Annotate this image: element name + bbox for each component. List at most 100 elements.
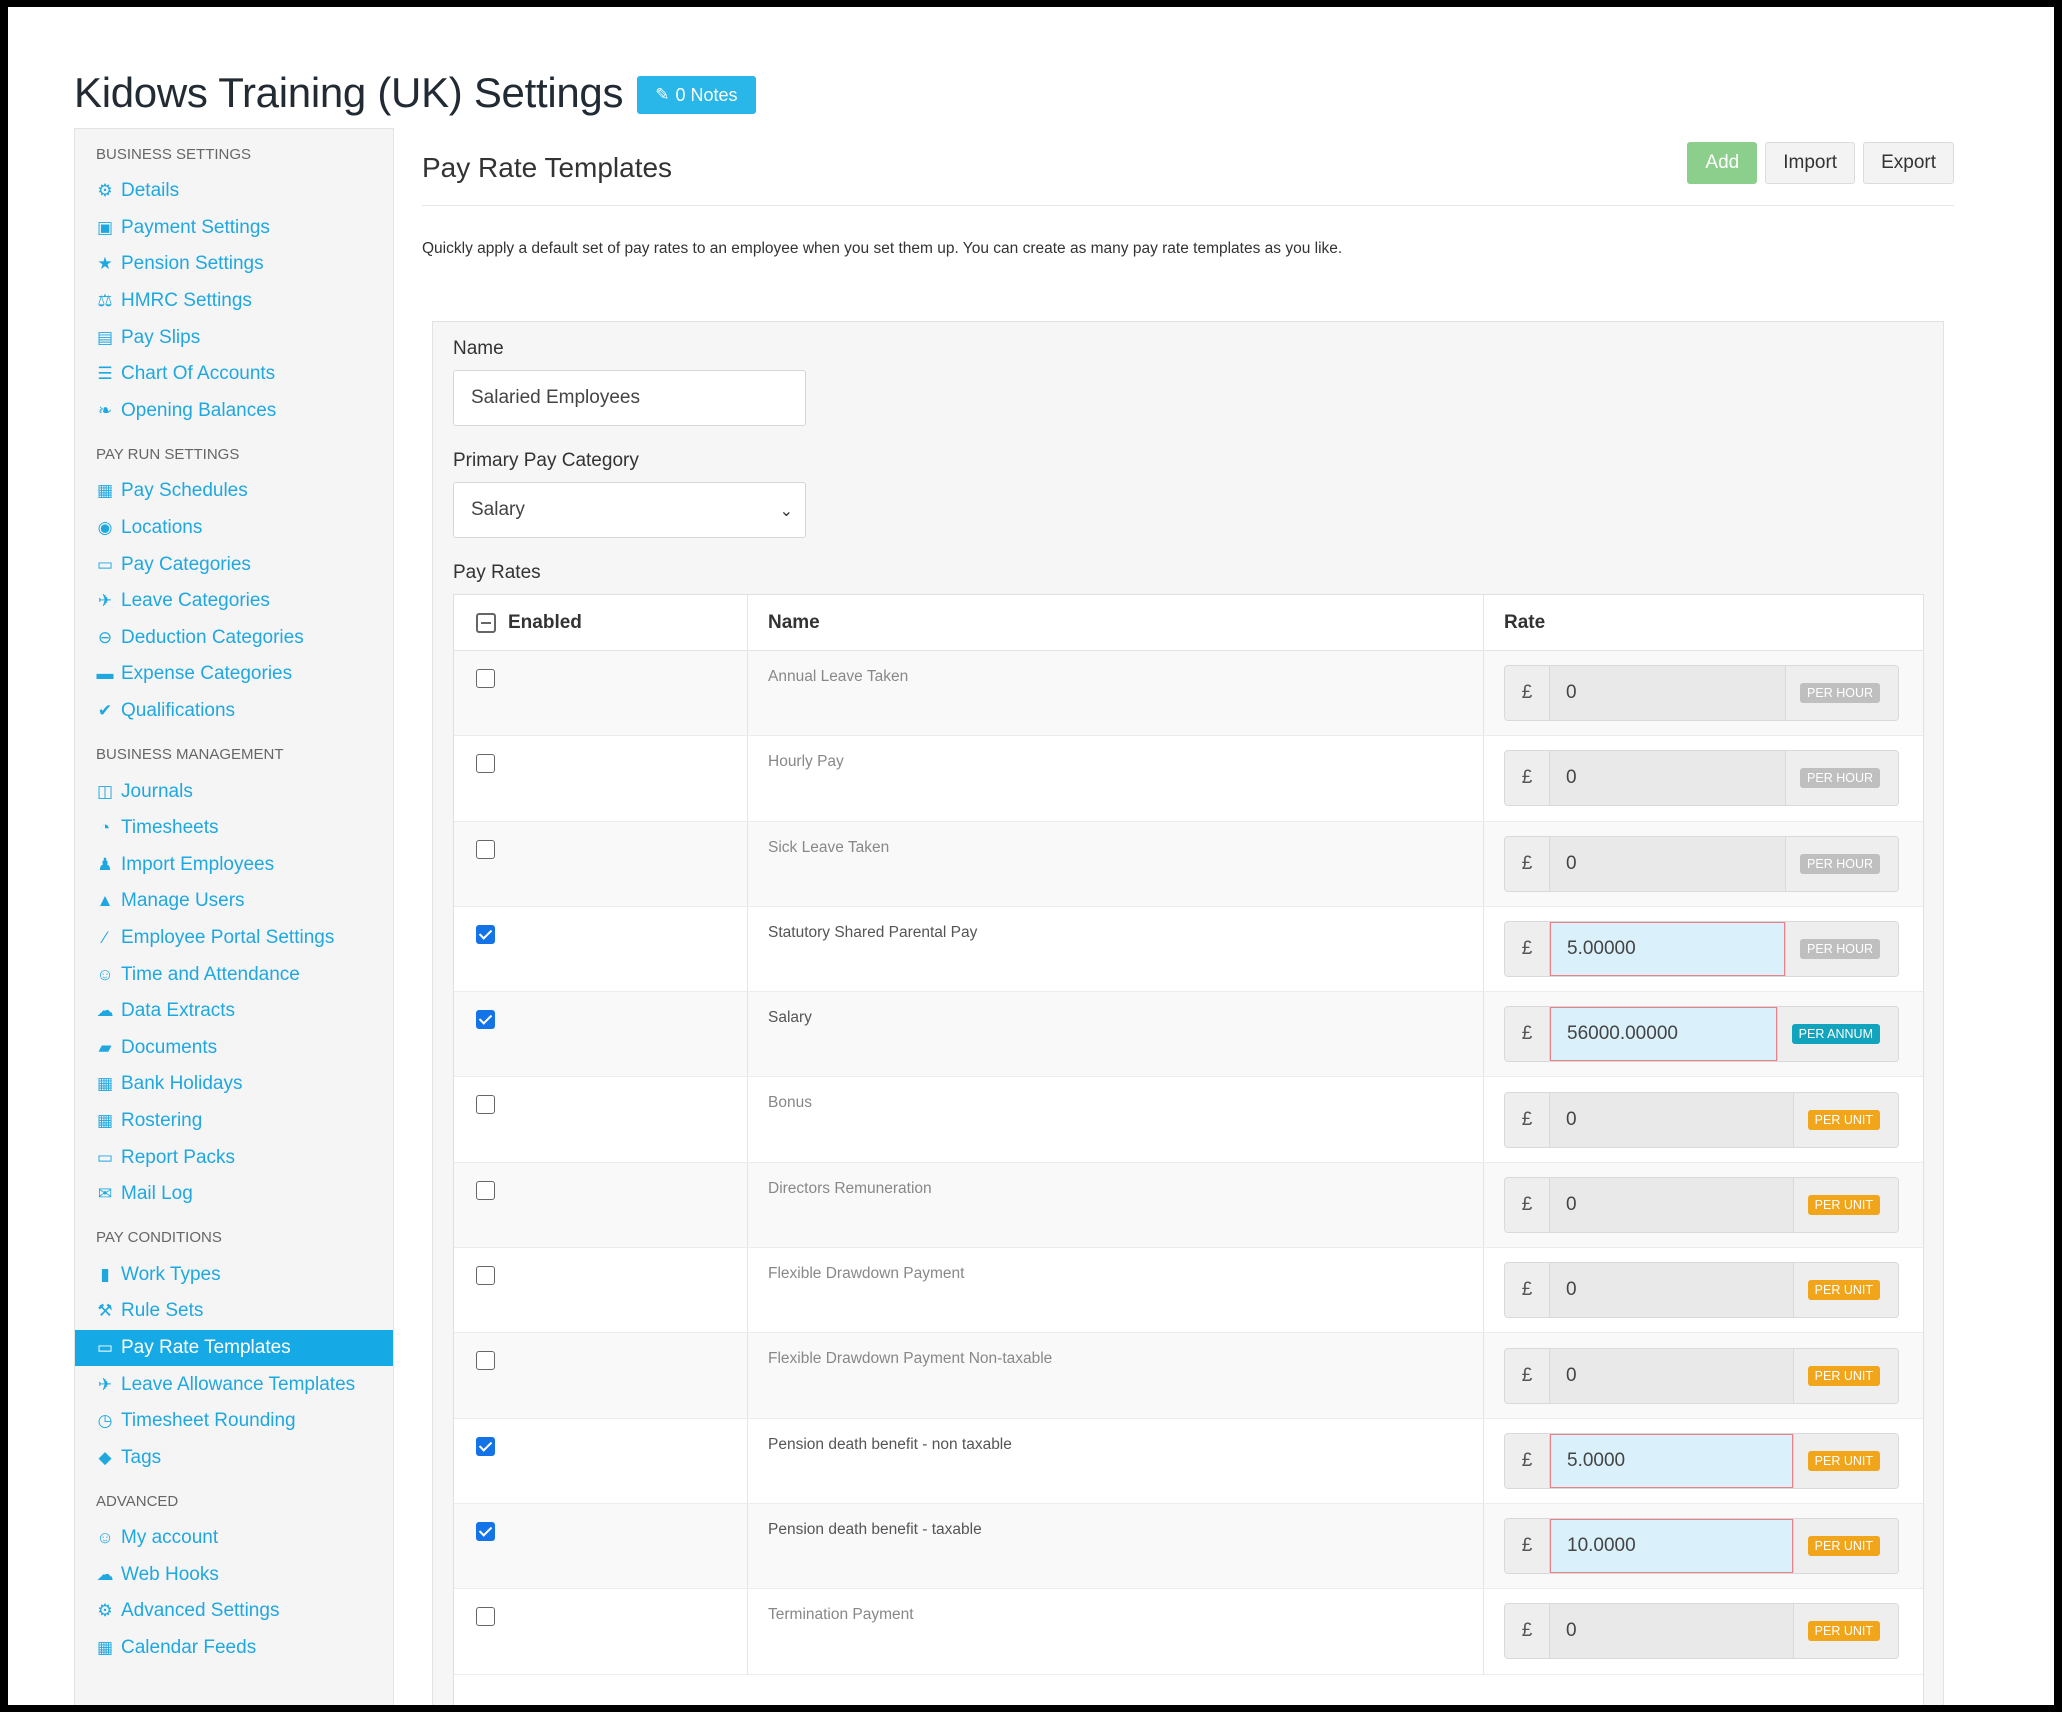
sidebar-item-label: Timesheets bbox=[121, 817, 219, 839]
sidebar-item-manage-users[interactable]: ▲ Manage Users bbox=[75, 883, 393, 920]
sidebar-item-my-account[interactable]: ☺ My account bbox=[75, 1520, 393, 1557]
enabled-checkbox[interactable] bbox=[476, 839, 495, 859]
enabled-checkbox[interactable] bbox=[476, 1436, 495, 1456]
sidebar-item-label: Web Hooks bbox=[121, 1563, 219, 1585]
import-button[interactable]: Import bbox=[1765, 142, 1856, 184]
pay-rate-name: Flexible Drawdown Payment Non-taxable bbox=[748, 1333, 1484, 1418]
sidebar-item-data-extracts[interactable]: ☁ Data Extracts bbox=[75, 993, 393, 1030]
sidebar-item-advanced-settings[interactable]: ⚙ Advanced Settings bbox=[75, 1593, 393, 1630]
enabled-cell bbox=[454, 821, 748, 906]
sidebar-item-pension-settings[interactable]: ★ Pension Settings bbox=[75, 246, 393, 283]
table-row: Sick Leave Taken £0 PER HOUR bbox=[454, 821, 1923, 907]
rate-cell: £0 PER UNIT bbox=[1484, 1333, 1923, 1417]
enabled-checkbox[interactable] bbox=[476, 1607, 495, 1627]
sidebar-item-pay-schedules[interactable]: ▦ Pay Schedules bbox=[75, 473, 393, 510]
sidebar-section-advanced: ADVANCED ☺ My account ☁ Web Hooks ⚙ Advanced S… bbox=[75, 1484, 393, 1666]
settings-page: Kidows Training (UK) Settings ✎ 0 Notes … bbox=[8, 7, 2054, 1705]
sidebar-item-pay-rate-templates[interactable]: ▭ Pay Rate Templates bbox=[75, 1329, 393, 1367]
rate-input[interactable]: 0 bbox=[1550, 1177, 1793, 1232]
sidebar-item-report-packs[interactable]: ▭ Report Packs bbox=[75, 1139, 393, 1176]
select-all-checkbox[interactable] bbox=[476, 612, 496, 633]
rate-column-header: Rate bbox=[1484, 595, 1923, 650]
enabled-cell bbox=[454, 1248, 748, 1333]
rate-input-group: £0 PER UNIT bbox=[1504, 1091, 1899, 1148]
sidebar-item-mail-log[interactable]: ✉ Mail Log bbox=[75, 1176, 393, 1213]
sidebar-item-qualifications[interactable]: ✔ Qualifications bbox=[75, 693, 393, 730]
sidebar-item-bank-holidays[interactable]: ▦ Bank Holidays bbox=[75, 1066, 393, 1103]
sidebar-item-employee-portal-settings[interactable]: ⁄ Employee Portal Settings bbox=[75, 920, 393, 957]
enabled-checkbox[interactable] bbox=[476, 924, 495, 944]
enabled-checkbox[interactable] bbox=[476, 669, 495, 688]
sidebar-item-chart-of-accounts[interactable]: ☰ Chart Of Accounts bbox=[75, 356, 393, 393]
enabled-checkbox[interactable] bbox=[476, 1180, 495, 1200]
enabled-column-header: Enabled bbox=[454, 595, 748, 650]
table-body: Annual Leave Taken £0 PER HOUR Hourly Pay £0… bbox=[454, 651, 1923, 1675]
enabled-cell bbox=[454, 992, 748, 1077]
sidebar-item-import-employees[interactable]: ♟ Import Employees bbox=[75, 847, 393, 884]
section-description: Quickly apply a default set of pay rates… bbox=[422, 240, 1343, 257]
rate-input[interactable]: 0 bbox=[1550, 751, 1786, 806]
money-icon: ▭ bbox=[96, 1337, 114, 1357]
rate-cell: £0 PER UNIT bbox=[1484, 1163, 1923, 1247]
pay-rate-name: Salary bbox=[748, 992, 1484, 1077]
sidebar-item-documents[interactable]: ▰ Documents bbox=[75, 1029, 393, 1066]
sidebar-item-pay-slips[interactable]: ▤ Pay Slips bbox=[75, 319, 393, 356]
rate-unit-addon: PER UNIT bbox=[1792, 1177, 1898, 1232]
enabled-checkbox[interactable] bbox=[476, 1266, 495, 1286]
rate-input[interactable]: 10.0000 bbox=[1550, 1519, 1793, 1574]
table-row: Annual Leave Taken £0 PER HOUR bbox=[454, 651, 1923, 737]
sidebar-item-expense-categories[interactable]: ▬ Expense Categories bbox=[75, 656, 393, 693]
sidebar-item-rostering[interactable]: ▦ Rostering bbox=[75, 1103, 393, 1140]
rate-input[interactable]: 0 bbox=[1550, 1604, 1793, 1659]
sidebar-item-tags[interactable]: ◆ Tags bbox=[75, 1439, 393, 1476]
sidebar-item-time-and-attendance[interactable]: ☺ Time and Attendance bbox=[75, 956, 393, 993]
template-name-input[interactable]: Salaried Employees bbox=[453, 370, 806, 426]
enabled-checkbox[interactable] bbox=[476, 1351, 495, 1371]
sidebar-item-label: Bank Holidays bbox=[121, 1073, 243, 1095]
sidebar-item-timesheets[interactable]: ◔ Timesheets bbox=[75, 810, 393, 847]
sidebar-item-leave-allowance-templates[interactable]: ✈ Leave Allowance Templates bbox=[75, 1366, 393, 1403]
rate-input[interactable]: 0 bbox=[1550, 1348, 1793, 1403]
sidebar-item-pay-categories[interactable]: ▭ Pay Categories bbox=[75, 546, 393, 583]
rate-input[interactable]: 56000.00000 bbox=[1550, 1007, 1777, 1062]
pay-rate-name: Sick Leave Taken bbox=[748, 821, 1484, 906]
sidebar-item-web-hooks[interactable]: ☁ Web Hooks bbox=[75, 1557, 393, 1594]
rate-input-group: £0 PER UNIT bbox=[1504, 1347, 1899, 1404]
rate-input[interactable]: 0 bbox=[1550, 836, 1786, 891]
pay-rate-name: Hourly Pay bbox=[748, 736, 1484, 821]
notes-button[interactable]: ✎ 0 Notes bbox=[637, 76, 756, 114]
rate-input[interactable]: 5.00000 bbox=[1550, 922, 1786, 977]
folder-open-icon: ▭ bbox=[96, 1147, 114, 1167]
enabled-checkbox[interactable] bbox=[476, 1095, 495, 1115]
settings-sidebar: BUSINESS SETTINGS ⚙ Details ▣ Payment Settin… bbox=[74, 128, 394, 1705]
sidebar-item-journals[interactable]: ◫ Journals bbox=[75, 773, 393, 810]
export-button[interactable]: Export bbox=[1863, 142, 1954, 184]
sidebar-item-rule-sets[interactable]: ⚒ Rule Sets bbox=[75, 1293, 393, 1330]
template-form: Name Salaried Employees Primary Pay Cate… bbox=[432, 321, 1944, 1705]
enabled-checkbox[interactable] bbox=[476, 1521, 495, 1541]
add-button[interactable]: Add bbox=[1687, 142, 1758, 184]
sidebar-item-payment-settings[interactable]: ▣ Payment Settings bbox=[75, 210, 393, 247]
rate-input[interactable]: 0 bbox=[1550, 1263, 1793, 1318]
rate-unit-badge: PER HOUR bbox=[1800, 683, 1880, 704]
primary-pay-category-select[interactable]: Salary ⌄ bbox=[453, 482, 806, 538]
sidebar-item-locations[interactable]: ◉ Locations bbox=[75, 510, 393, 547]
sidebar-item-calendar-feeds[interactable]: ▦ Calendar Feeds bbox=[75, 1630, 393, 1667]
sidebar-item-opening-balances[interactable]: ❧ Opening Balances bbox=[75, 393, 393, 430]
sidebar-item-label: Qualifications bbox=[121, 700, 236, 722]
rate-input[interactable]: 0 bbox=[1550, 666, 1786, 721]
sidebar-item-deduction-categories[interactable]: ⊖ Deduction Categories bbox=[75, 620, 393, 657]
sidebar-item-details[interactable]: ⚙ Details bbox=[75, 173, 393, 210]
enabled-checkbox[interactable] bbox=[476, 1010, 495, 1030]
rate-cell: £5.0000 PER UNIT bbox=[1484, 1419, 1923, 1503]
table-row: Flexible Drawdown Payment £0 PER UNIT bbox=[454, 1248, 1923, 1334]
sidebar-item-leave-categories[interactable]: ✈ Leave Categories bbox=[75, 583, 393, 620]
sidebar-item-hmrc-settings[interactable]: ⚖ HMRC Settings bbox=[75, 283, 393, 320]
sidebar-item-timesheet-rounding[interactable]: ◷ Timesheet Rounding bbox=[75, 1403, 393, 1440]
sidebar-item-work-types[interactable]: ▮ Work Types bbox=[75, 1256, 393, 1293]
sidebar-item-label: Tags bbox=[121, 1446, 162, 1468]
enabled-checkbox[interactable] bbox=[476, 754, 495, 774]
rate-unit-badge: PER HOUR bbox=[1800, 768, 1880, 789]
rate-input[interactable]: 5.0000 bbox=[1550, 1433, 1793, 1488]
rate-input[interactable]: 0 bbox=[1550, 1092, 1793, 1147]
